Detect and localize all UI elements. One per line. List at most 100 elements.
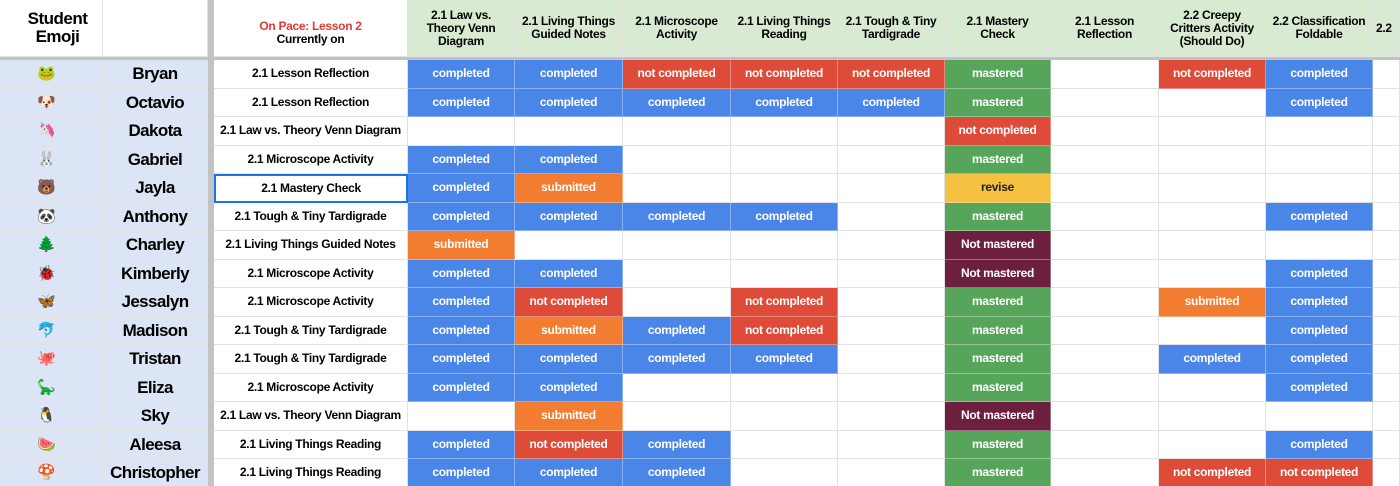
status-cell[interactable] (623, 288, 731, 317)
status-cell[interactable]: submitted (408, 231, 515, 260)
status-cell[interactable]: mastered (945, 145, 1051, 174)
column-header[interactable]: 2.1 Tough & Tiny Tardigrade (838, 0, 945, 57)
status-cell[interactable] (1159, 259, 1266, 288)
status-cell[interactable] (623, 231, 731, 260)
status-cell[interactable]: completed (515, 88, 623, 117)
status-cell[interactable] (1373, 288, 1400, 317)
emoji-cell[interactable]: 🐧 (0, 402, 103, 431)
status-cell[interactable]: completed (623, 316, 731, 345)
status-cell[interactable]: completed (515, 145, 623, 174)
status-cell[interactable]: not completed (515, 430, 623, 459)
status-cell[interactable]: completed (408, 316, 515, 345)
current-lesson[interactable]: 2.1 Law vs. Theory Venn Diagram (214, 117, 408, 146)
current-lesson[interactable]: 2.1 Tough & Tiny Tardigrade (214, 316, 408, 345)
status-cell[interactable] (623, 259, 731, 288)
status-cell[interactable] (1051, 316, 1159, 345)
status-cell[interactable] (1373, 430, 1400, 459)
emoji-cell[interactable]: 🐼 (0, 202, 103, 231)
status-cell[interactable] (623, 174, 731, 203)
status-cell[interactable]: mastered (945, 288, 1051, 317)
status-cell[interactable] (838, 174, 945, 203)
student-name[interactable]: Bryan (103, 60, 208, 89)
emoji-cell[interactable]: 🍄 (0, 459, 103, 486)
status-cell[interactable] (1373, 88, 1400, 117)
status-cell[interactable] (1266, 402, 1373, 431)
status-cell[interactable] (1051, 459, 1159, 486)
status-cell[interactable]: completed (1266, 202, 1373, 231)
status-cell[interactable]: completed (1266, 316, 1373, 345)
student-name[interactable]: Anthony (103, 202, 208, 231)
status-cell[interactable] (623, 373, 731, 402)
status-cell[interactable] (731, 373, 838, 402)
status-cell[interactable] (731, 145, 838, 174)
current-lesson[interactable]: 2.1 Tough & Tiny Tardigrade (214, 345, 408, 374)
emoji-cell[interactable]: 🦄 (0, 117, 103, 146)
current-lesson[interactable]: 2.1 Mastery Check (214, 174, 408, 203)
status-cell[interactable]: completed (1266, 60, 1373, 89)
column-header[interactable]: 2.1 Living Things Guided Notes (515, 0, 623, 57)
status-cell[interactable] (1373, 259, 1400, 288)
student-name[interactable]: Kimberly (103, 259, 208, 288)
status-cell[interactable] (838, 202, 945, 231)
status-cell[interactable] (1373, 174, 1400, 203)
status-cell[interactable]: mastered (945, 373, 1051, 402)
student-name[interactable]: Sky (103, 402, 208, 431)
status-cell[interactable] (838, 145, 945, 174)
status-cell[interactable]: completed (1266, 259, 1373, 288)
status-cell[interactable] (1373, 145, 1400, 174)
status-cell[interactable]: completed (1266, 373, 1373, 402)
status-cell[interactable]: completed (1266, 88, 1373, 117)
status-cell[interactable] (838, 259, 945, 288)
status-cell[interactable] (515, 231, 623, 260)
column-header[interactable]: 2.2 (1373, 0, 1400, 57)
status-cell[interactable] (1159, 88, 1266, 117)
column-header[interactable]: 2.1 Lesson Reflection (1051, 0, 1159, 57)
status-cell[interactable] (1051, 430, 1159, 459)
status-cell[interactable]: submitted (515, 174, 623, 203)
current-lesson[interactable]: 2.1 Living Things Guided Notes (214, 231, 408, 260)
current-lesson[interactable]: 2.1 Living Things Reading (214, 430, 408, 459)
status-cell[interactable]: completed (408, 288, 515, 317)
status-cell[interactable]: not completed (1159, 60, 1266, 89)
status-cell[interactable]: not completed (515, 288, 623, 317)
status-cell[interactable] (731, 430, 838, 459)
status-cell[interactable]: not completed (731, 288, 838, 317)
status-cell[interactable] (838, 231, 945, 260)
status-cell[interactable]: completed (838, 88, 945, 117)
student-name[interactable]: Dakota (103, 117, 208, 146)
current-lesson[interactable]: 2.1 Microscope Activity (214, 145, 408, 174)
status-cell[interactable] (1159, 174, 1266, 203)
status-cell[interactable] (838, 316, 945, 345)
status-cell[interactable]: submitted (515, 316, 623, 345)
column-header[interactable]: 2.1 Microscope Activity (623, 0, 731, 57)
emoji-cell[interactable]: 🌲 (0, 231, 103, 260)
current-lesson[interactable]: 2.1 Microscope Activity (214, 373, 408, 402)
status-cell[interactable] (1051, 345, 1159, 374)
status-cell[interactable] (731, 231, 838, 260)
status-cell[interactable]: completed (515, 345, 623, 374)
status-cell[interactable]: completed (515, 373, 623, 402)
status-cell[interactable]: completed (731, 202, 838, 231)
status-cell[interactable] (1159, 202, 1266, 231)
status-cell[interactable] (1051, 60, 1159, 89)
status-cell[interactable]: not completed (731, 60, 838, 89)
status-cell[interactable] (731, 459, 838, 486)
status-cell[interactable] (838, 373, 945, 402)
status-cell[interactable]: submitted (515, 402, 623, 431)
status-cell[interactable] (838, 430, 945, 459)
status-cell[interactable] (1266, 174, 1373, 203)
status-cell[interactable] (1159, 402, 1266, 431)
status-cell[interactable]: completed (408, 459, 515, 486)
status-cell[interactable] (1373, 402, 1400, 431)
status-cell[interactable]: completed (408, 345, 515, 374)
status-cell[interactable] (838, 345, 945, 374)
status-cell[interactable]: completed (515, 202, 623, 231)
student-name[interactable]: Tristan (103, 345, 208, 374)
status-cell[interactable] (838, 402, 945, 431)
student-name[interactable]: Eliza (103, 373, 208, 402)
status-cell[interactable] (1051, 117, 1159, 146)
column-header[interactable]: 2.1 Mastery Check (945, 0, 1051, 57)
status-cell[interactable] (731, 402, 838, 431)
student-name[interactable]: Octavio (103, 88, 208, 117)
status-cell[interactable]: not completed (731, 316, 838, 345)
